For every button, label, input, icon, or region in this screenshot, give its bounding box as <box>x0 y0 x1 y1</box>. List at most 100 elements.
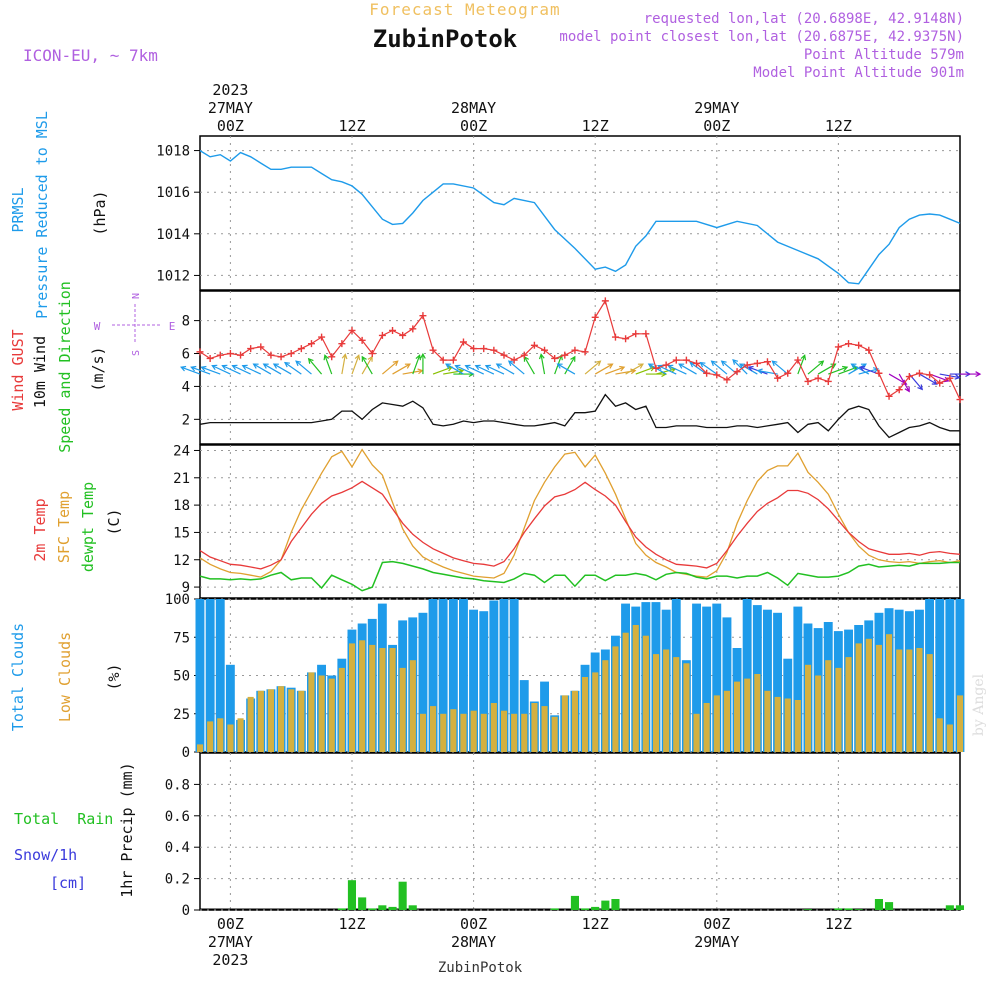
bottom-time-label: 00Z <box>460 915 487 933</box>
total-cloud-bar <box>945 599 955 752</box>
wind-arrow-shaft <box>201 366 221 375</box>
gust-point <box>500 351 508 359</box>
low-cloud-bar <box>642 635 649 752</box>
wind-arrow-shaft <box>232 365 251 375</box>
gust-point <box>642 330 650 338</box>
gust-point <box>774 374 782 382</box>
gust-point <box>541 346 549 354</box>
wind-arrow-shaft <box>308 358 323 375</box>
ytick-label-pressure: 1014 <box>156 227 190 243</box>
top-time-label: 12Z <box>338 117 365 135</box>
low-cloud-bar <box>247 696 254 752</box>
gust-point <box>419 312 427 320</box>
temp2m-line <box>199 480 961 570</box>
low-cloud-bar <box>288 689 295 752</box>
low-cloud-bar <box>338 667 345 752</box>
low-cloud-bar <box>521 713 528 753</box>
wind-arrow-head <box>830 363 837 369</box>
bottom-time-label: 12Z <box>338 915 365 933</box>
plot-frames <box>199 135 961 911</box>
wind-arrow-shaft <box>324 355 333 375</box>
snow-unit: [cm] <box>50 874 86 892</box>
low-cloud-bar <box>582 677 589 752</box>
total-cloud-bar <box>205 599 215 752</box>
low-cloud-bar <box>632 625 639 752</box>
requested-coords: requested lon,lat (20.6898E, 42.9148N) <box>644 11 964 27</box>
low-cloud-bar <box>784 698 791 752</box>
rain-bar <box>601 900 610 910</box>
model-name: ICON-EU, ~ 7km <box>23 46 158 65</box>
total-cloud-bar <box>499 599 509 752</box>
wind-arrow-head <box>211 364 218 371</box>
wind-arrow-shaft <box>212 365 231 375</box>
gust-point <box>885 392 893 400</box>
gust-point <box>530 341 538 349</box>
low-cloud-bar <box>460 713 467 753</box>
wind-arrow-shaft <box>222 365 241 375</box>
gust-point <box>682 356 690 364</box>
pressure-line <box>199 150 961 285</box>
low-cloud-bar <box>734 681 741 752</box>
wind-arrow-shaft <box>700 362 718 375</box>
rain-legend: Total Rain <box>14 810 113 828</box>
data-marks <box>180 150 982 910</box>
top-time-label: 29MAY <box>694 99 739 117</box>
gust-point <box>226 350 234 358</box>
wind-arrow-head <box>710 360 717 367</box>
gust-point <box>358 336 366 344</box>
compass-n: N <box>131 293 142 299</box>
panel-frame-pressure <box>199 135 961 291</box>
gust-point <box>895 386 903 394</box>
low-cloud-bar <box>906 649 913 752</box>
ytick-label-temperature: 12 <box>173 553 190 569</box>
panel-frame-precip <box>199 752 961 911</box>
low-cloud-bar <box>713 695 720 752</box>
wind-arrow-head <box>931 379 938 385</box>
total-cloud-bar <box>793 606 803 752</box>
low-cloud-bar <box>835 667 842 752</box>
low-cloud-bar <box>875 644 882 752</box>
wind-arrow-head <box>917 384 924 391</box>
wind-arrow-shaft <box>263 363 282 375</box>
wind-arrow-shaft <box>739 363 758 375</box>
wind-arrow-head <box>323 354 329 361</box>
low-cloud-bar <box>673 657 680 752</box>
wind-arrow-head <box>850 363 857 369</box>
rain-bar <box>408 905 417 910</box>
wind-arrow-shaft <box>615 370 636 375</box>
wind-arrow-shaft <box>655 368 676 375</box>
wind-speed-line <box>199 393 960 439</box>
gust-point <box>652 364 660 372</box>
wind-arrow-shaft <box>797 355 806 375</box>
bottom-time-label: 00Z <box>217 915 244 933</box>
ytick-label-precip: 0.6 <box>165 809 190 825</box>
wind-arrow-shaft <box>412 355 421 375</box>
rain-bar <box>611 899 620 910</box>
low-cloud-bar <box>855 643 862 752</box>
ytick-label-clouds: 50 <box>173 669 190 685</box>
total-cloud-bar <box>742 599 752 752</box>
low-cloud-bar <box>298 690 305 752</box>
wind-arrow-head <box>637 363 644 369</box>
ytick-label-temperature: 24 <box>173 443 190 459</box>
total-cloud-bar <box>955 599 965 752</box>
gust-point <box>551 354 559 362</box>
gust-point <box>855 341 863 349</box>
bottom-time-label: 29MAY <box>694 933 739 951</box>
low-cloud-bar <box>237 718 244 752</box>
wind-arrow-shaft <box>678 363 697 375</box>
low-cloud-bar <box>571 690 578 752</box>
wind-arrow-shaft <box>382 360 399 375</box>
wind-arrow-head <box>454 364 461 371</box>
low-cloud-bar <box>845 657 852 752</box>
grid-lines <box>194 136 960 911</box>
wind-arrow-shaft <box>351 355 360 375</box>
low-cloud-bar <box>349 643 356 752</box>
precip-label: 1hr Precip (mm) <box>118 762 136 897</box>
total-cloud-bar <box>489 600 499 752</box>
gust-point <box>297 345 305 353</box>
gust-point <box>206 354 214 362</box>
wind-arrow-shaft <box>445 363 464 375</box>
gust-point <box>470 345 478 353</box>
wind-arrow-shaft <box>485 365 505 375</box>
